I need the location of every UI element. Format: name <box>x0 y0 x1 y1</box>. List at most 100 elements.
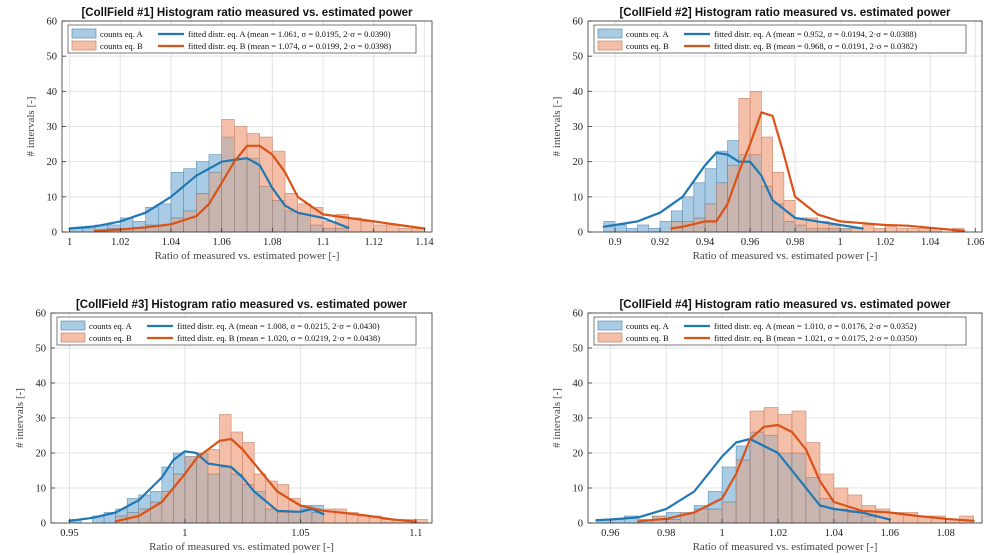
histogram-bar-overlap <box>196 452 209 524</box>
histogram-bar-a <box>648 228 661 233</box>
histogram-bar-overlap <box>297 214 311 233</box>
x-tick-label: 0.98 <box>657 528 675 539</box>
histogram-bar-overlap <box>806 228 818 233</box>
y-tick-label: 40 <box>573 379 584 390</box>
histogram-bar-a <box>149 491 163 503</box>
histogram-bar-overlap <box>272 200 286 233</box>
legend-swatch-a <box>60 320 86 331</box>
histogram-bar-overlap <box>322 228 336 233</box>
histogram-bar-overlap <box>819 498 835 524</box>
histogram-bar-b <box>207 449 220 475</box>
x-tick-label: 1 <box>838 237 843 248</box>
y-tick-label: 40 <box>47 87 58 98</box>
x-tick-label: 0.92 <box>651 237 669 248</box>
x-tick-label: 1 <box>67 237 72 248</box>
chart-panel-1: 1 1.02 1.04 1.06 1.08 1.1 1.12 1.14 0 10 20 30 40 50 6… <box>25 7 434 262</box>
x-tick-label: 1.06 <box>881 528 899 539</box>
histogram-bar-a <box>671 210 683 222</box>
legend-swatch-b <box>60 332 86 343</box>
histogram-bar-overlap <box>310 224 324 233</box>
y-tick-label: 30 <box>47 122 58 133</box>
x-tick-label: 1.12 <box>365 237 383 248</box>
histogram-bar-b <box>398 228 413 233</box>
y-axis: 0 10 20 30 40 50 60 <box>36 309 55 530</box>
legend-label-fit-b: fitted distr. eq. B (mean = 0.968, σ = 0… <box>714 41 917 51</box>
y-axis: 0 10 20 30 40 50 60 <box>47 17 66 239</box>
y-tick-label: 60 <box>573 309 584 320</box>
chart-title: [CollField #3] Histogram ratio measured … <box>76 299 408 311</box>
histogram-bar-overlap <box>847 512 863 524</box>
legend-swatch-a <box>597 28 623 39</box>
x-axis: 0.9 0.92 0.94 0.96 0.98 1 1.02 1.04 1.06 <box>608 228 984 248</box>
histogram-bar-a <box>693 182 706 219</box>
x-tick-label: 0.9 <box>608 237 621 248</box>
chart-panel-2: 0.9 0.92 0.94 0.96 0.98 1 1.02 1.04 1.06 0 10 20 30 4… <box>551 7 984 262</box>
legend: counts eq. A fitted distr. eq. A (mean = … <box>56 316 417 346</box>
fit-curve-b <box>93 144 426 232</box>
histogram-bar-overlap <box>721 501 737 524</box>
histogram-bar-b <box>918 228 931 233</box>
histogram-bar-a <box>81 228 96 233</box>
histogram-bar-b <box>862 224 875 233</box>
histogram-bar-overlap <box>828 228 841 233</box>
legend-box <box>56 316 417 346</box>
y-tick-label: 20 <box>573 157 584 168</box>
legend-swatch-b <box>597 40 623 51</box>
y-tick-label: 20 <box>36 449 47 460</box>
histogram-bar-overlap <box>783 221 796 233</box>
x-axis-label: Ratio of measured vs. estimated power [-… <box>693 541 878 553</box>
legend-label-hist-a: counts eq. A <box>89 321 133 331</box>
y-tick-label: 60 <box>36 309 47 320</box>
histogram-bar-a <box>145 207 159 226</box>
x-tick-label: 1.1 <box>409 528 422 539</box>
histogram-bar-a <box>614 224 627 233</box>
histogram-bar-b <box>259 136 273 187</box>
histogram-bar-b <box>783 200 796 222</box>
histogram-bar-overlap <box>196 193 210 233</box>
chart-title: [CollField #4] Histogram ratio measured … <box>619 299 951 311</box>
histogram-bar-b <box>749 91 762 155</box>
histogram-bar-a <box>716 150 728 184</box>
histogram-bar-overlap <box>276 512 290 524</box>
legend-label-hist-a: counts eq. A <box>100 29 144 39</box>
x-tick-label: 0.98 <box>786 237 804 248</box>
legend-label-hist-b: counts eq. B <box>626 41 669 51</box>
x-axis: 0.96 0.98 1 1.02 1.04 1.06 1.08 <box>601 519 955 539</box>
x-tick-label: 1.05 <box>291 528 309 539</box>
histogram-bar-overlap <box>839 228 852 233</box>
histogram-bar-overlap <box>335 228 349 233</box>
y-tick-label: 50 <box>573 52 584 63</box>
histogram-bar-b <box>873 228 886 233</box>
chart-title: [CollField #2] Histogram ratio measured … <box>619 7 951 19</box>
x-axis: 0.95 1 1.05 1.1 <box>60 519 422 539</box>
histogram-bar-overlap <box>704 203 717 233</box>
legend: counts eq. A fitted distr. eq. A (mean = … <box>593 316 967 346</box>
legend-box <box>593 316 967 346</box>
x-tick-label: 0.96 <box>601 528 619 539</box>
histogram-bar-overlap <box>284 210 298 233</box>
histogram-bar-a <box>659 221 672 233</box>
y-tick-label: 30 <box>36 414 47 425</box>
y-tick-label: 30 <box>573 122 584 133</box>
histogram-bar-overlap <box>259 185 273 233</box>
histogram-bar-b <box>896 228 909 233</box>
y-tick-label: 20 <box>573 449 584 460</box>
y-tick-label: 20 <box>47 157 58 168</box>
x-tick-label: 1.06 <box>212 237 230 248</box>
histogram-bar-overlap <box>791 452 807 524</box>
y-axis-label: # intervals [-] <box>551 388 563 448</box>
x-tick-label: 0.96 <box>741 237 759 248</box>
legend-label-hist-a: counts eq. A <box>626 29 670 39</box>
legend-swatch-b <box>597 332 623 343</box>
x-tick-label: 1.02 <box>769 528 787 539</box>
legend-label-fit-a: fitted distr. eq. A (mean = 1.008, σ = 0… <box>177 321 380 331</box>
legend-label-hist-b: counts eq. B <box>100 41 143 51</box>
histogram-bar-overlap <box>207 473 220 524</box>
histogram-bar-overlap <box>817 228 830 233</box>
x-tick-label: 1.02 <box>876 237 894 248</box>
legend-label-fit-a: fitted distr. eq. A (mean = 1.061, σ = 0… <box>188 29 391 39</box>
x-tick-label: 1.04 <box>921 237 940 248</box>
y-tick-label: 40 <box>573 87 584 98</box>
x-tick-label: 1.02 <box>111 237 129 248</box>
y-axis-label: # intervals [-] <box>14 388 26 448</box>
